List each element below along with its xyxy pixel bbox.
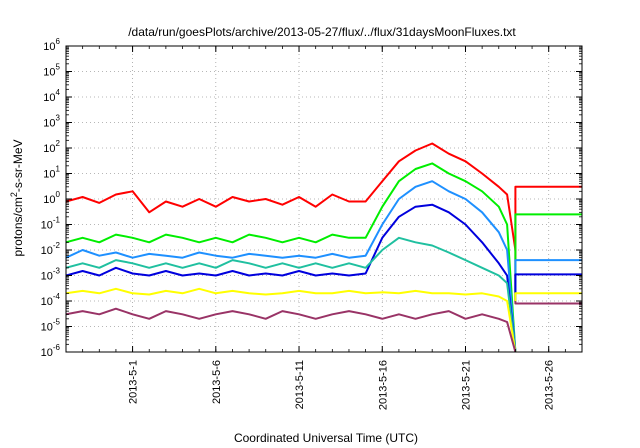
y-tick-label-base: 10 [43, 92, 55, 104]
y-tick-label-exp: -4 [53, 292, 61, 301]
y-tick-label-exp: -2 [53, 241, 61, 250]
series-line [514, 301, 582, 305]
y-tick-label-exp: 4 [56, 88, 61, 97]
y-tick-label-exp: 1 [56, 165, 61, 174]
y-tick-label-base: 10 [41, 347, 53, 359]
series-line [514, 273, 582, 301]
y-tick-label-exp: -5 [53, 318, 61, 327]
series-line [514, 213, 582, 301]
y-tick-label-exp: 2 [56, 139, 61, 148]
y-tick-label-exp: -3 [53, 267, 61, 276]
series-line [514, 185, 582, 301]
y-tick-label: 105 [43, 63, 60, 79]
y-tick-label-base: 10 [41, 220, 53, 232]
y-tick-label-base: 10 [43, 194, 55, 206]
x-tick-label: 2013-5-26 [544, 360, 556, 410]
x-tick-label: 2013-5-1 [128, 360, 140, 404]
y-tick-label-base: 10 [41, 322, 53, 334]
y-tick-label-base: 10 [43, 169, 55, 181]
series-line [66, 162, 517, 352]
series-line [66, 307, 517, 352]
series-line [66, 142, 517, 251]
x-tick-label: 2013-5-21 [460, 360, 472, 410]
y-tick-label-exp: 6 [56, 37, 61, 46]
series-line [66, 180, 517, 352]
y-tick-label-exp: -6 [53, 343, 61, 352]
plot-frame [65, 45, 583, 353]
y-tick-label: 10-3 [41, 267, 61, 283]
x-axis-ticks: 2013-5-1 2013-5-6 2013-5-11 2013-5-16 2013-5… [65, 46, 583, 410]
y-axis-label-base: protons/cm [11, 197, 25, 256]
y-tick-label-exp: -1 [53, 216, 61, 225]
x-tick-label: 2013-5-16 [377, 360, 389, 410]
series-lines [66, 142, 582, 352]
x-axis-label: Coordinated Universal Time (UTC) [234, 431, 418, 445]
y-tick-label-base: 10 [41, 296, 53, 308]
y-tick-label: 10-5 [41, 318, 61, 334]
series-line [66, 287, 517, 352]
grid-lines [66, 46, 582, 352]
y-tick-label: 104 [43, 88, 60, 104]
y-axis-label: protons/cm2-s-sr-MeV [9, 139, 25, 256]
series-line [66, 236, 517, 352]
y-axis-label-rest: -s-sr-MeV [11, 139, 25, 192]
x-tick-label: 2013-5-11 [294, 360, 306, 409]
y-tick-label: 100 [43, 190, 60, 206]
series-line [514, 292, 582, 301]
x-tick-label: 2013-5-6 [211, 360, 223, 404]
y-tick-label: 102 [43, 139, 60, 155]
y-tick-label: 106 [43, 37, 60, 53]
y-tick-label: 10-2 [41, 241, 61, 257]
y-tick-label: 10-4 [41, 292, 61, 308]
y-axis-label-sup: 2 [9, 192, 19, 197]
series-line [66, 203, 517, 352]
y-tick-label: 10-6 [41, 343, 61, 359]
y-tick-label-base: 10 [41, 271, 53, 283]
chart-title: /data/run/goesPlots/archive/2013-05-27/f… [128, 25, 516, 39]
y-tick-label-base: 10 [41, 245, 53, 257]
y-tick-label-base: 10 [43, 67, 55, 79]
y-tick-label-base: 10 [43, 118, 55, 130]
y-tick-label-base: 10 [43, 41, 55, 53]
y-tick-label: 101 [43, 165, 60, 181]
y-tick-label-base: 10 [43, 143, 55, 155]
y-tick-label: 10-1 [41, 216, 61, 232]
y-tick-label: 103 [43, 114, 60, 130]
y-tick-label-exp: 5 [56, 63, 61, 72]
y-tick-label-exp: 0 [56, 190, 61, 199]
y-axis-ticks: 10-610-510-410-310-210-11001011021031041… [41, 37, 582, 359]
y-tick-label-exp: 3 [56, 114, 61, 123]
